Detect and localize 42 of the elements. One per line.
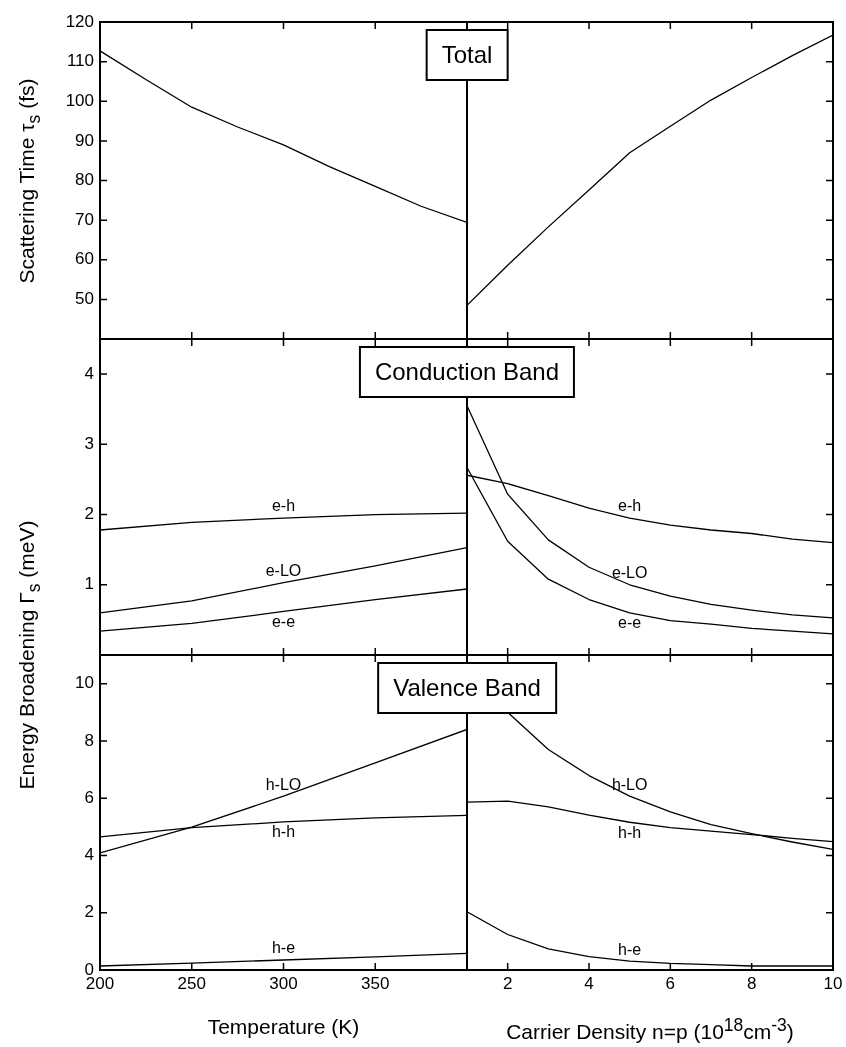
x-tick-label: 8 [746,973,757,993]
x-tick-label: 10 [823,973,843,993]
y-tick-label: 4 [84,363,94,383]
x-tick-label: 350 [361,973,390,993]
y-tick-label: 120 [65,11,94,31]
x-tick-label: 2 [502,973,513,993]
y-tick-label: 110 [66,51,94,71]
x-tick-label: 4 [584,973,594,993]
y-tick-label: 2 [84,902,94,922]
y-tick-label: 50 [75,289,94,309]
y-tick-label: 8 [84,730,94,750]
y-tick-label: 10 [75,673,94,693]
series-label: e-h [271,497,296,515]
y-tick-label: 4 [84,845,94,865]
y-tick-label: 60 [75,249,94,269]
x-axis-title: Carrier Density n=p (10$^{18}$cm$^{-3}$) [506,1015,794,1044]
series-label: h-LO [265,775,302,793]
series-label: e-e [271,612,296,630]
series-label: e-e [618,614,642,632]
series-label: h-LO [611,775,648,793]
x-tick-label: 250 [177,973,206,993]
text: Total [425,29,509,81]
x-axis-title: Temperature (K) [207,1015,360,1039]
x-tick-label: 6 [665,973,676,993]
y-tick-label: 1 [84,574,94,594]
series-label: e-LO [265,562,302,580]
y-tick-label: 3 [84,434,94,454]
series-label: h-h [618,823,642,841]
text: Valence Band [377,662,557,714]
text: Conduction Band [358,346,576,398]
series-label: h-h [271,823,296,841]
y-tick-label: 6 [84,787,94,807]
y-tick-label: 100 [65,90,94,110]
y-tick-label: 2 [84,504,94,524]
series-label: e-LO [611,564,648,582]
series-label: h-e [271,939,296,957]
series-label: h-e [618,940,642,958]
y-tick-label: 70 [75,209,94,229]
y-tick-label: 90 [75,130,94,150]
series-label: e-h [618,497,642,515]
x-tick-label: 300 [269,973,298,993]
y-tick-label: 80 [75,170,94,190]
